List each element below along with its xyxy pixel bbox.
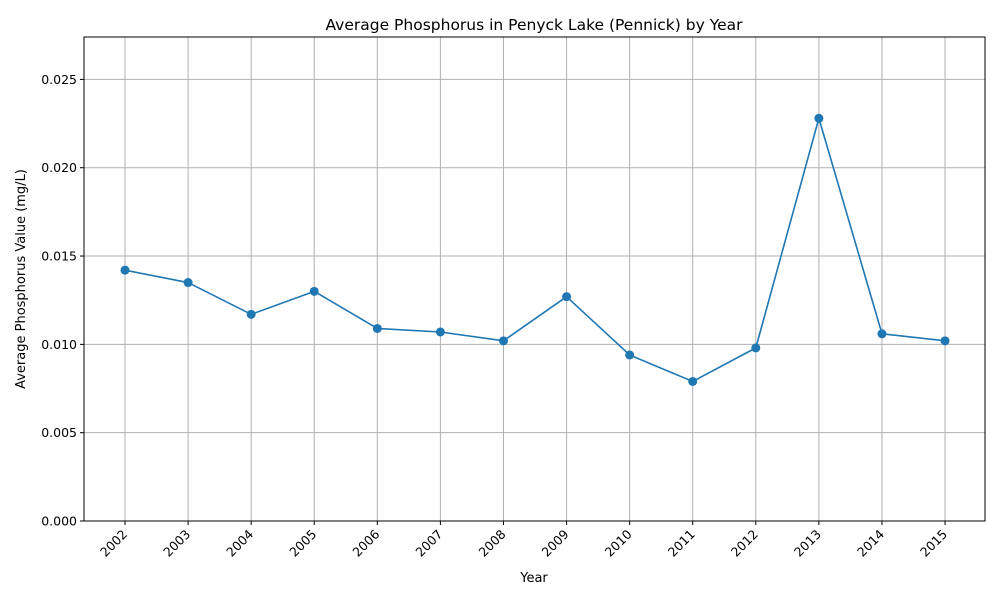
data-point-2010 (625, 350, 635, 360)
data-point-2012 (751, 343, 761, 353)
data-point-2009 (562, 292, 572, 302)
x-tick-label: 2002 (97, 527, 130, 560)
x-tick-label: 2010 (602, 526, 635, 559)
data-point-2008 (498, 336, 508, 346)
chart-title: Average Phosphorus in Penyck Lake (Penni… (325, 16, 743, 34)
data-point-2014 (877, 329, 887, 339)
series (120, 113, 950, 386)
x-tick-label: 2004 (223, 526, 256, 559)
x-tick-label: 2005 (286, 527, 319, 560)
x-tick-label: 2008 (475, 526, 508, 559)
data-point-2013 (814, 113, 824, 123)
x-tick-label: 2011 (665, 527, 698, 560)
x-tick-label: 2015 (917, 527, 950, 560)
y-axis-label: Average Phosphorus Value (mg/L) (14, 169, 29, 389)
data-point-2006 (372, 323, 382, 333)
data-point-2011 (688, 376, 698, 386)
grid (84, 37, 985, 522)
data-point-2003 (183, 278, 193, 288)
axes: 2002 2003 2004 2005 2006 2007 2008 2009 2010 2011… (41, 36, 986, 560)
x-tick-label: 2007 (412, 527, 445, 560)
x-tick-label: 2014 (854, 526, 887, 559)
data-point-2005 (309, 286, 319, 296)
x-tick-label: 2006 (349, 526, 382, 559)
y-tick-label: 0.020 (41, 160, 77, 175)
y-tick-label: 0.025 (41, 72, 77, 87)
data-point-2004 (246, 309, 256, 319)
x-tick-label: 2009 (539, 526, 572, 559)
data-point-2015 (940, 336, 950, 346)
series-line (124, 117, 946, 383)
x-tick-label: 2012 (728, 527, 761, 560)
data-point-2002 (120, 265, 130, 275)
x-axis-label: Year (519, 571, 548, 586)
y-tick-label: 0.000 (41, 514, 77, 529)
x-tick-label: 2003 (160, 527, 193, 560)
y-tick-label: 0.005 (41, 425, 77, 440)
x-tick-label: 2013 (791, 527, 824, 560)
y-tick-label: 0.015 (41, 249, 77, 264)
plot-frame (83, 36, 986, 522)
data-point-2007 (435, 327, 445, 337)
y-tick-label: 0.010 (41, 337, 77, 352)
